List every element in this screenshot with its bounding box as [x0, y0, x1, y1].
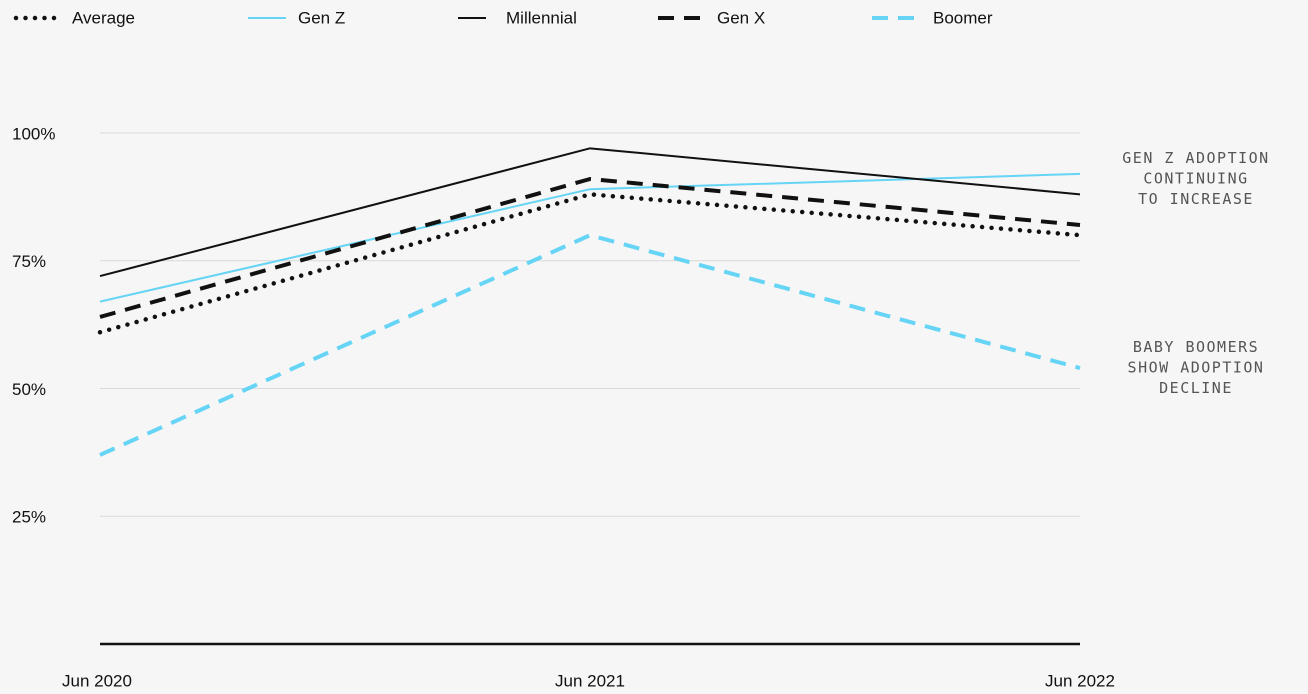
legend-label: Average [72, 8, 135, 27]
y-tick-label: 75% [12, 252, 46, 271]
legend-label: Millennial [506, 8, 577, 27]
y-tick-label: 25% [12, 508, 46, 527]
series-line [99, 147, 1081, 278]
series-line [97, 192, 1083, 335]
annotation: BABY BOOMERS [1133, 338, 1259, 356]
series-line [99, 176, 1081, 319]
annotation: DECLINE [1159, 379, 1233, 397]
x-tick-label: Jun 2022 [1045, 671, 1115, 690]
x-tick-label: Jun 2021 [555, 671, 625, 690]
y-tick-label: 50% [12, 380, 46, 399]
y-tick-label: 100% [12, 124, 55, 143]
annotation: SHOW ADOPTION [1128, 359, 1265, 377]
x-tick-label: Jun 2020 [62, 671, 132, 690]
legend-label: Gen X [717, 8, 765, 27]
annotation: TO INCREASE [1138, 190, 1254, 208]
annotation: GEN Z ADOPTION [1122, 149, 1269, 167]
legend-label: Boomer [933, 8, 993, 27]
annotation: CONTINUING [1143, 169, 1248, 187]
legend-label: Gen Z [298, 8, 345, 27]
